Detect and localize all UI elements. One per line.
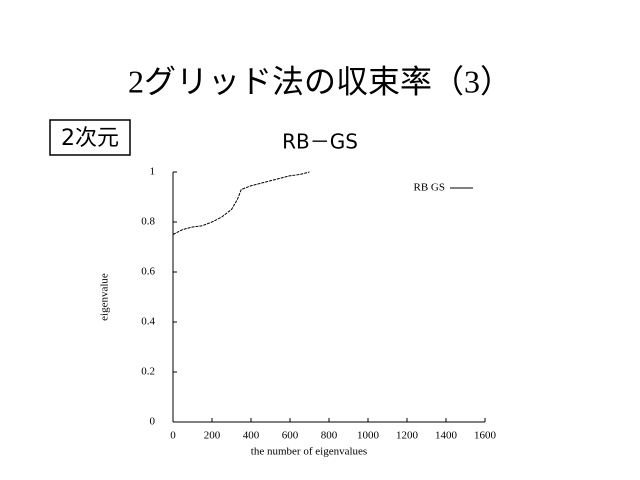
y-tick-label: 0.6 [141, 266, 155, 278]
y-tick-label: 0.4 [141, 316, 155, 328]
legend-label: RB GS [414, 182, 446, 194]
x-tick-label: 1400 [435, 430, 458, 442]
x-axis-label: the number of eigenvalues [251, 446, 367, 458]
y-axis-label: eigenvalue [99, 273, 111, 321]
y-tick-label: 0.2 [141, 366, 155, 378]
y-tick-label: 0 [150, 416, 156, 428]
slide-title: 2グリッド法の収束率（3） [128, 63, 512, 99]
x-tick-label: 400 [243, 430, 260, 442]
chart-title: RB－GS [282, 130, 358, 154]
badge-box [49, 119, 131, 156]
x-tick-label: 1200 [396, 430, 419, 442]
x-tick-label: 600 [282, 430, 299, 442]
x-tick-label: 1600 [474, 430, 497, 442]
y-tick-label: 0.8 [141, 216, 155, 228]
x-tick-label: 1000 [357, 430, 380, 442]
y-tick-label: 1 [150, 166, 156, 178]
x-tick-label: 800 [321, 430, 338, 442]
series-line [172, 171, 310, 235]
x-tick-label: 0 [170, 430, 176, 442]
badge: 2次元 [61, 126, 119, 151]
x-tick-label: 200 [204, 430, 221, 442]
